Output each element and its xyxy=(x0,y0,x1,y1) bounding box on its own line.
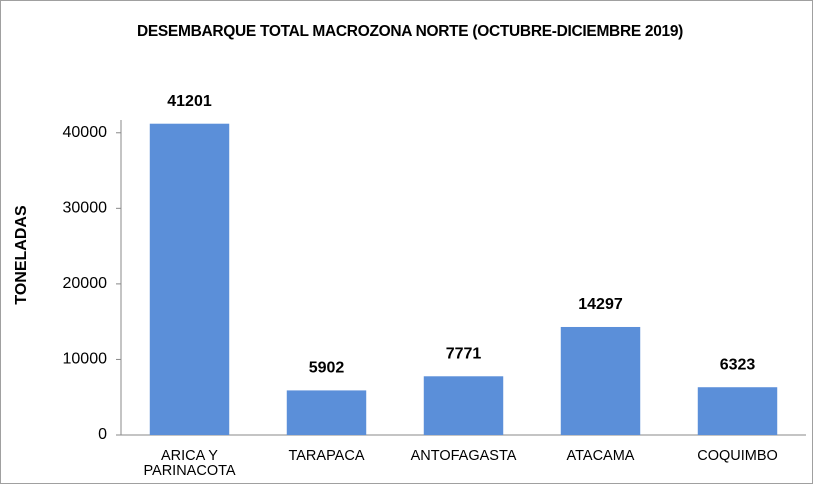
x-tick-label: TARAPACA xyxy=(288,448,365,464)
data-label: 14297 xyxy=(578,296,623,313)
bar xyxy=(697,387,778,435)
x-tick-label: ANTOFAGASTA xyxy=(410,448,517,464)
data-label: 41201 xyxy=(167,93,212,110)
bar xyxy=(286,390,367,435)
x-tick-label: COQUIMBO xyxy=(697,448,778,464)
bar xyxy=(149,123,230,435)
y-tick-label: 20000 xyxy=(63,275,108,292)
bar xyxy=(423,376,504,435)
bar xyxy=(560,326,641,435)
y-tick-label: 40000 xyxy=(63,124,108,141)
y-axis-label: TONELADAS xyxy=(13,205,30,305)
chart-title: DESEMBARQUE TOTAL MACROZONA NORTE (OCTUB… xyxy=(136,23,684,40)
y-tick-label: 10000 xyxy=(63,351,108,368)
x-tick-label: ARICA Y PARINACOTA xyxy=(143,448,236,479)
x-tick-label: ATACAMA xyxy=(566,448,635,464)
data-label: 6323 xyxy=(720,356,756,373)
y-tick-label: 0 xyxy=(98,426,107,443)
y-tick-label: 30000 xyxy=(63,200,108,217)
data-label: 7771 xyxy=(446,346,482,363)
data-label: 5902 xyxy=(309,360,345,377)
